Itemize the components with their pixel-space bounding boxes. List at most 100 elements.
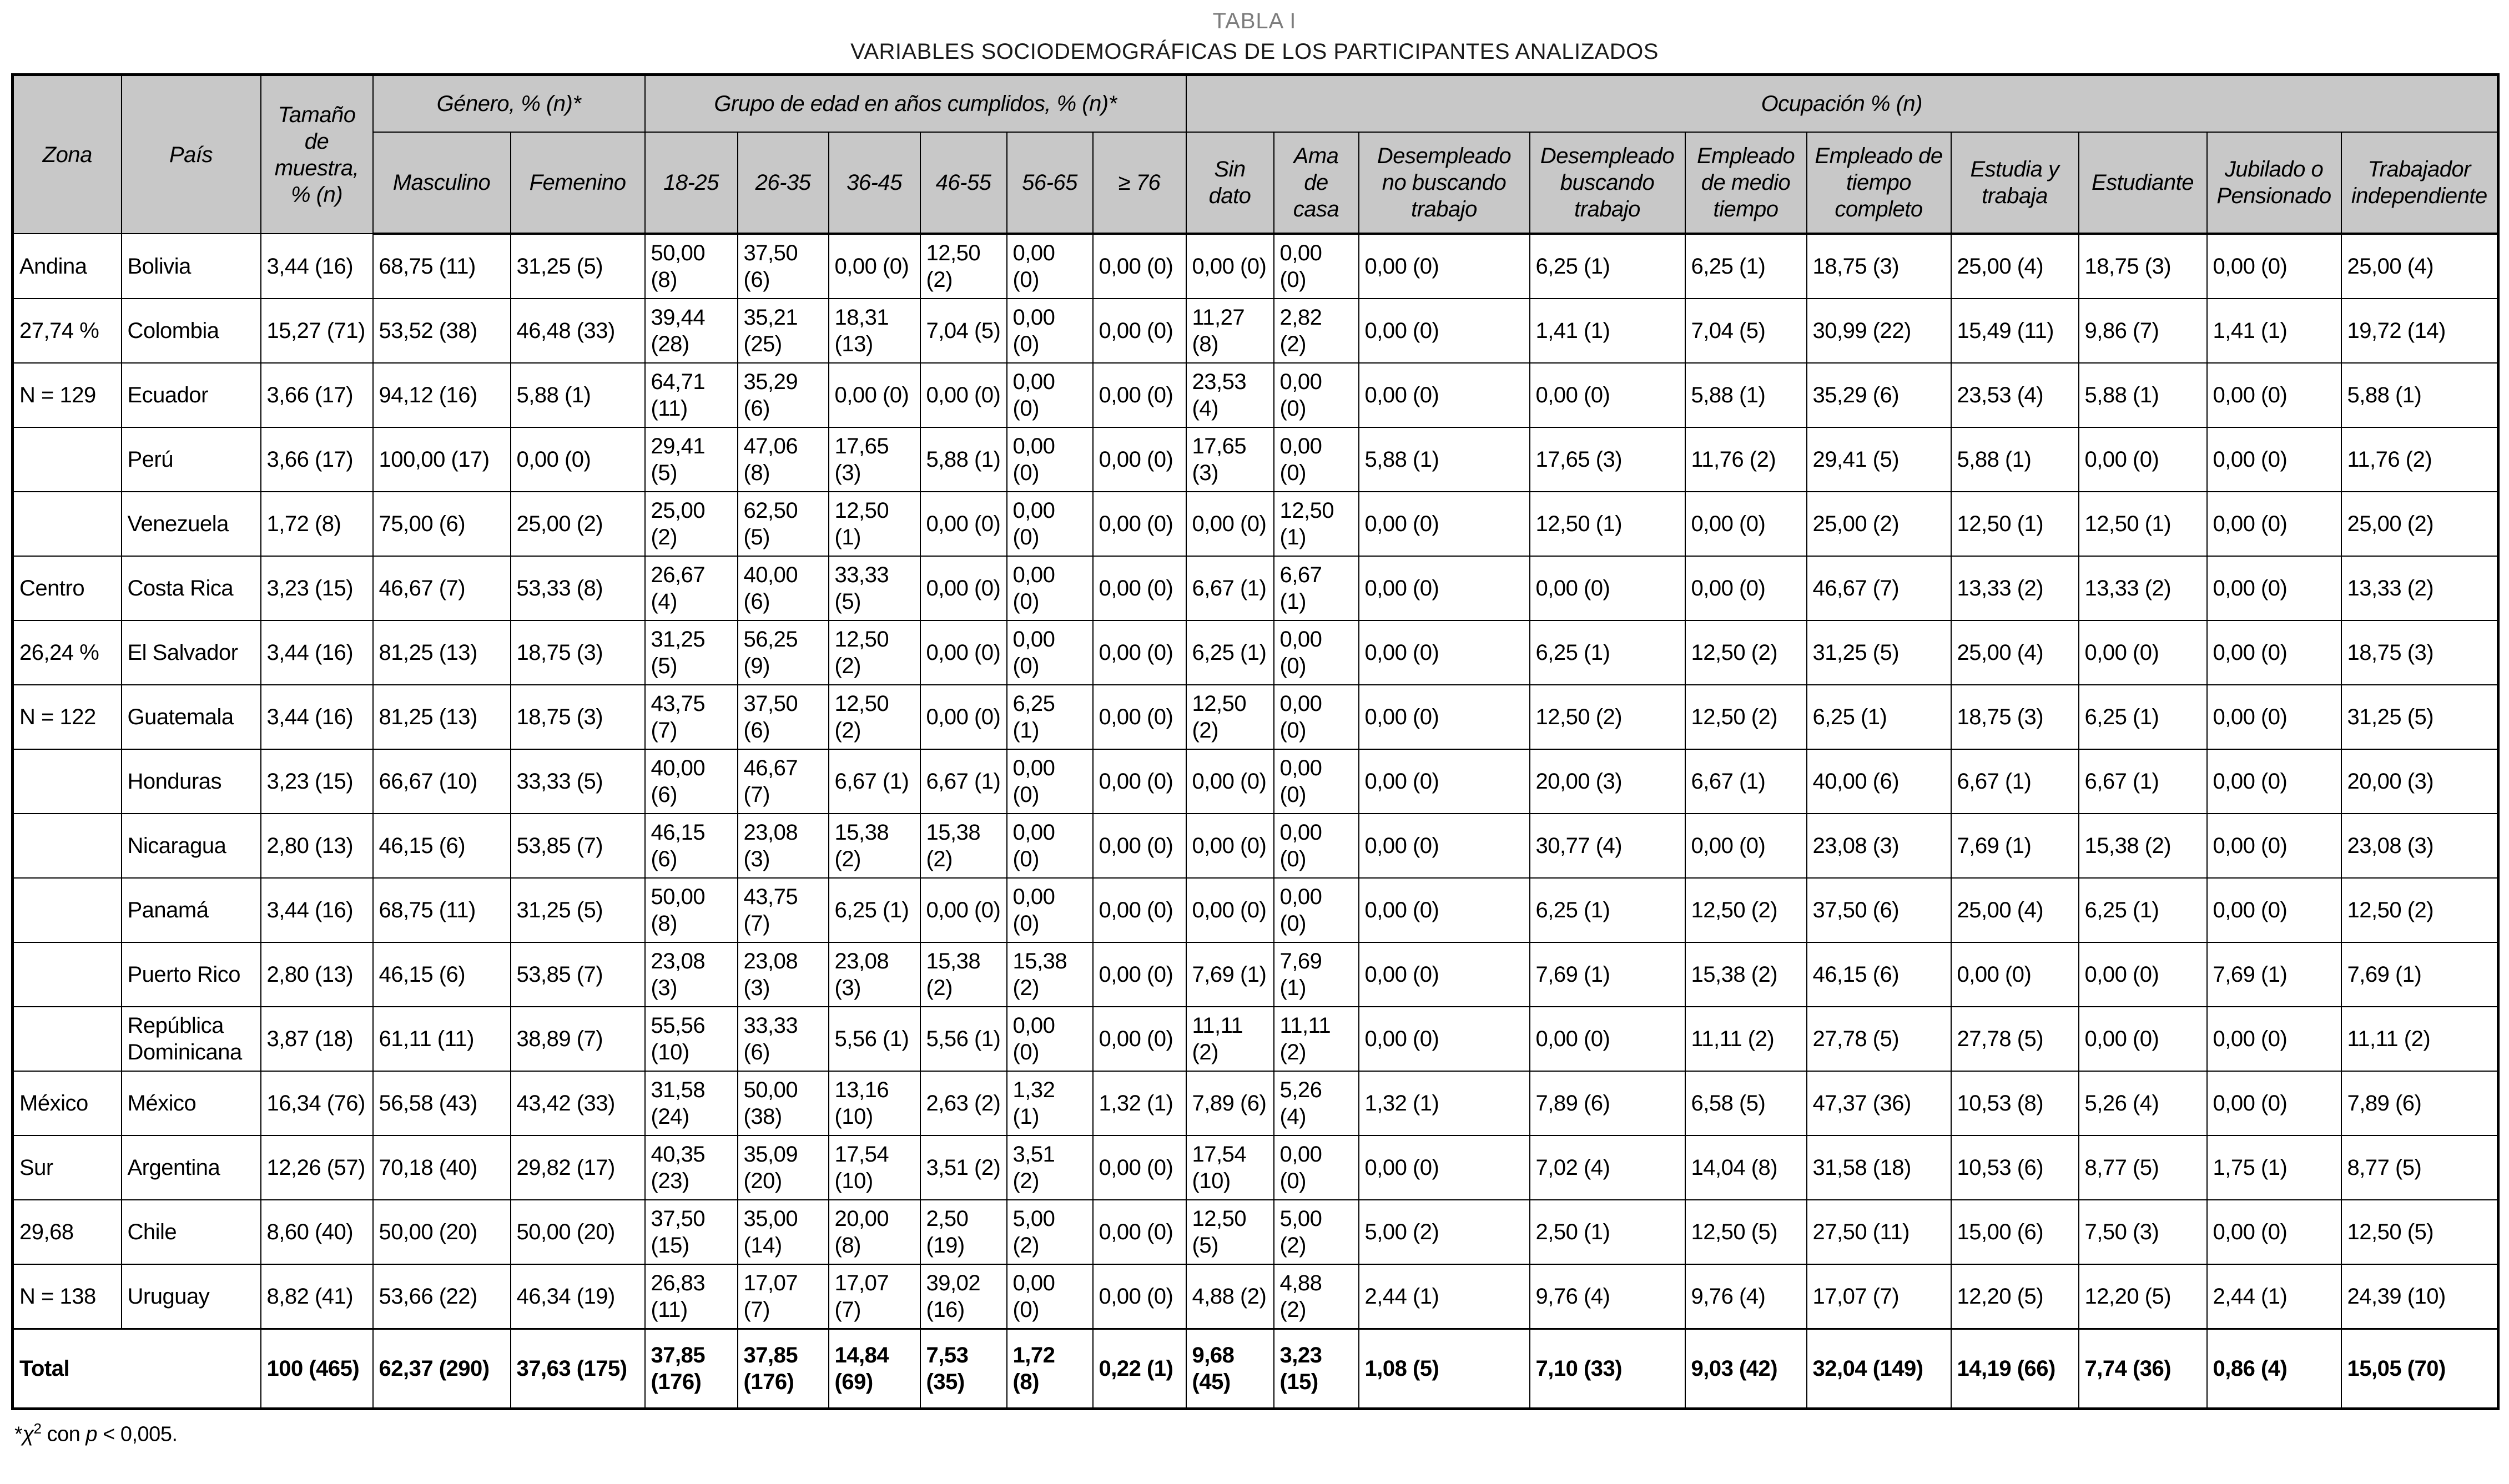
column-header: Empleado de tiempo completo (1806, 132, 1952, 235)
value-cell: 33,33 (5) (828, 556, 921, 621)
total-value-cell: 9,03 (42) (1684, 1328, 1807, 1410)
value-cell: 0,00 (0) (1092, 1135, 1187, 1200)
value-cell: 43,75 (7) (737, 877, 829, 943)
value-cell: 15,38 (2) (919, 813, 1007, 879)
value-cell: 6,67 (1) (1273, 556, 1359, 621)
value-cell: 29,41 (5) (1806, 427, 1952, 492)
value-cell: 23,53 (4) (1950, 362, 2079, 428)
value-cell: 61,11 (11) (372, 1006, 511, 1072)
value-cell: 0,00 (0) (1273, 233, 1359, 299)
value-cell: 38,89 (7) (510, 1006, 646, 1072)
value-cell: 0,00 (0) (1006, 556, 1094, 621)
total-row: Total 100 (465) 62,37 (290) 37,63 (175) 37,8… (12, 1328, 2499, 1410)
value-cell: 5,26 (4) (1273, 1071, 1359, 1136)
value-cell: 23,08 (3) (2340, 813, 2499, 879)
value-cell: 3,23 (15) (260, 749, 374, 814)
table-row: Puerto Rico 2,80 (13) 46,15 (6) 53,85 (7) 23… (12, 942, 2499, 1007)
value-cell: 15,38 (2) (828, 813, 921, 879)
value-cell: 0,00 (0) (1529, 556, 1686, 621)
value-cell: 0,00 (0) (1006, 491, 1094, 557)
column-header: Estudiante (2078, 132, 2208, 235)
value-cell: 0,00 (0) (1006, 427, 1094, 492)
value-cell: 53,52 (38) (372, 298, 511, 364)
value-cell: 7,02 (4) (1529, 1135, 1686, 1200)
value-cell: 0,00 (0) (2078, 427, 2208, 492)
value-cell: 53,85 (7) (510, 942, 646, 1007)
value-cell: 1,41 (1) (1529, 298, 1686, 364)
value-cell: 0,00 (0) (1006, 298, 1094, 364)
value-cell: 0,00 (0) (1273, 427, 1359, 492)
header-group-row: Zona País Tamaño de muestra, % (n) Géner… (12, 74, 2499, 234)
value-cell: 6,67 (1) (1684, 749, 1807, 814)
zona-cell: N = 138 (12, 1264, 122, 1330)
value-cell: 0,00 (0) (1006, 620, 1094, 685)
value-cell: 15,49 (11) (1950, 298, 2079, 364)
value-cell: 27,78 (5) (1806, 1006, 1952, 1072)
total-value-cell: 3,23 (15) (1273, 1328, 1359, 1410)
value-cell: 70,18 (40) (372, 1135, 511, 1200)
value-cell: 3,87 (18) (260, 1006, 374, 1072)
value-cell: 0,00 (0) (828, 362, 921, 428)
value-cell: 3,66 (17) (260, 362, 374, 428)
column-header: Desempleado no buscando trabajo (1358, 132, 1530, 235)
value-cell: 1,75 (1) (2206, 1135, 2342, 1200)
pais-cell: Panamá (120, 877, 261, 943)
value-cell: 46,67 (7) (372, 556, 511, 621)
value-cell: 23,08 (3) (737, 813, 829, 879)
value-cell: 2,44 (1) (1358, 1264, 1530, 1330)
value-cell: 6,67 (1) (919, 749, 1007, 814)
value-cell: 37,50 (6) (737, 684, 829, 750)
value-cell: 5,00 (2) (1006, 1199, 1094, 1265)
column-header-zona: Zona (12, 74, 122, 234)
value-cell: 15,38 (2) (919, 942, 1007, 1007)
value-cell: 50,00 (20) (510, 1199, 646, 1265)
value-cell: 40,35 (23) (644, 1135, 738, 1200)
zona-cell (12, 942, 122, 1007)
value-cell: 14,04 (8) (1684, 1135, 1807, 1200)
value-cell: 0,00 (0) (2078, 942, 2208, 1007)
value-cell: 35,21 (25) (737, 298, 829, 364)
zona-cell (12, 491, 122, 557)
value-cell: 8,60 (40) (260, 1199, 374, 1265)
value-cell: 40,00 (6) (1806, 749, 1952, 814)
value-cell: 11,76 (2) (1684, 427, 1807, 492)
value-cell: 13,33 (2) (1950, 556, 2079, 621)
value-cell: 0,00 (0) (1358, 749, 1530, 814)
value-cell: 29,41 (5) (644, 427, 738, 492)
value-cell: 6,67 (1) (828, 749, 921, 814)
value-cell: 7,89 (6) (1529, 1071, 1686, 1136)
column-group-genero: Género, % (n)* (372, 74, 646, 133)
value-cell: 46,15 (6) (372, 813, 511, 879)
table-row: N = 138 Uruguay 8,82 (41) 53,66 (22) 46,34 (… (12, 1264, 2499, 1330)
value-cell: 0,00 (0) (1185, 749, 1274, 814)
value-cell: 3,23 (15) (260, 556, 374, 621)
value-cell: 0,00 (0) (1092, 749, 1187, 814)
value-cell: 12,50 (5) (2340, 1199, 2499, 1265)
value-cell: 0,00 (0) (919, 556, 1007, 621)
value-cell: 55,56 (10) (644, 1006, 738, 1072)
value-cell: 6,25 (1) (1529, 620, 1686, 685)
value-cell: 0,00 (0) (2206, 813, 2342, 879)
value-cell: 12,50 (2) (1684, 620, 1807, 685)
value-cell: 6,25 (1) (828, 877, 921, 943)
value-cell: 17,54 (10) (1185, 1135, 1274, 1200)
value-cell: 31,25 (5) (2340, 684, 2499, 750)
value-cell: 0,00 (0) (1273, 749, 1359, 814)
value-cell: 0,00 (0) (1358, 233, 1530, 299)
value-cell: 94,12 (16) (372, 362, 511, 428)
value-cell: 18,75 (3) (510, 620, 646, 685)
value-cell: 6,67 (1) (1185, 556, 1274, 621)
zona-cell: México (12, 1071, 122, 1136)
zona-cell: 29,68 (12, 1199, 122, 1265)
value-cell: 0,00 (0) (2206, 362, 2342, 428)
column-header: Desempleado buscando trabajo (1529, 132, 1686, 235)
table-row: Panamá 3,44 (16) 68,75 (11) 31,25 (5) 50,00 … (12, 877, 2499, 943)
total-value-cell: 37,85 (176) (644, 1328, 738, 1410)
zona-cell: N = 129 (12, 362, 122, 428)
total-value-cell: 62,37 (290) (372, 1328, 511, 1410)
column-header: Empleado de medio tiempo (1684, 132, 1807, 235)
value-cell: 3,44 (16) (260, 233, 374, 299)
value-cell: 0,00 (0) (1092, 1264, 1187, 1330)
column-header: Estudia y trabaja (1950, 132, 2079, 235)
value-cell: 3,44 (16) (260, 620, 374, 685)
